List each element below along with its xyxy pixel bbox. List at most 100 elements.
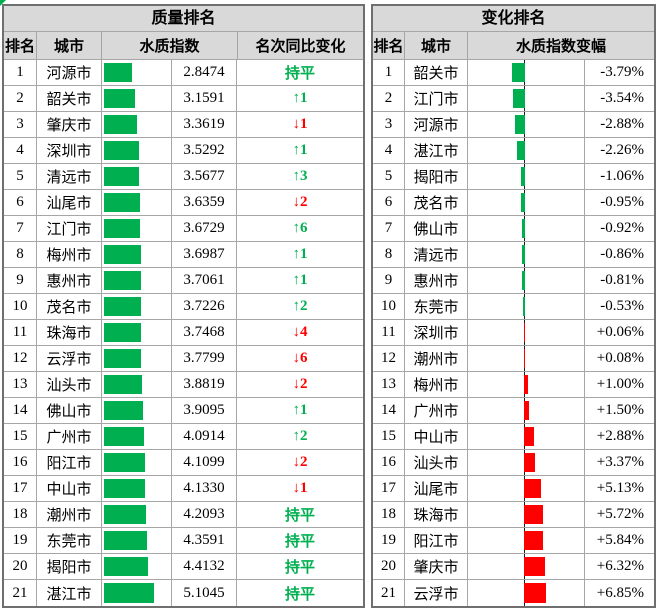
quality-table-row: 11 珠海市 3.7468 ↓4 bbox=[4, 320, 363, 346]
delta-bar-cell bbox=[468, 502, 585, 527]
delta-value-cell: +1.00% bbox=[596, 376, 644, 392]
rank-change-cell: 持平 bbox=[284, 534, 315, 550]
quality-table-row: 14 佛山市 3.9095 ↑1 bbox=[4, 398, 363, 424]
rank-change-cell: ↓6 bbox=[292, 350, 308, 366]
change-table-row: 7 佛山市 -0.92% bbox=[373, 216, 654, 242]
quality-table-row: 6 汕尾市 3.6359 ↓2 bbox=[4, 190, 363, 216]
rank-change-cell: ↑1 bbox=[292, 272, 308, 288]
index-value-cell: 3.7226 bbox=[172, 294, 237, 319]
rank-cell: 15 bbox=[373, 424, 405, 449]
index-bar-cell bbox=[102, 424, 172, 449]
city-cell: 深圳市 bbox=[37, 138, 102, 163]
index-data-bar bbox=[104, 583, 155, 603]
quality-table-row: 1 河源市 2.8474 持平 bbox=[4, 60, 363, 86]
delta-bar-cell bbox=[468, 164, 585, 189]
city-cell: 茂名市 bbox=[37, 294, 102, 319]
rank-change-cell: ↓1 bbox=[292, 116, 308, 132]
change-table-title: 变化排名 bbox=[373, 6, 654, 32]
city-cell: 清远市 bbox=[37, 164, 102, 189]
delta-value-cell: -3.79% bbox=[600, 64, 644, 80]
change-table-row: 15 中山市 +2.88% bbox=[373, 424, 654, 450]
delta-value-cell: +0.08% bbox=[596, 350, 644, 366]
change-table-header: 排名 城市 水质指数变幅 bbox=[373, 32, 654, 60]
rank-cell: 6 bbox=[373, 190, 405, 215]
delta-value-cell: -3.54% bbox=[600, 90, 644, 106]
zero-axis-line bbox=[524, 138, 526, 163]
city-cell: 广州市 bbox=[37, 424, 102, 449]
delta-value-cell: -0.95% bbox=[600, 194, 644, 210]
index-data-bar bbox=[104, 453, 145, 472]
index-bar-cell bbox=[102, 60, 172, 85]
index-value-cell: 3.1591 bbox=[172, 86, 237, 111]
index-value-cell: 3.3619 bbox=[172, 112, 237, 137]
rank-change-cell: ↑1 bbox=[292, 246, 308, 262]
delta-bar-cell bbox=[468, 268, 585, 293]
delta-bar-cell bbox=[468, 216, 585, 241]
quality-table-row: 17 中山市 4.1330 ↓1 bbox=[4, 476, 363, 502]
quality-header-index: 水质指数 bbox=[102, 32, 238, 59]
quality-ranking-table: 质量排名 排名 城市 水质指数 名次同比变化 1 河源市 2.8474 持平 2… bbox=[2, 4, 365, 608]
index-value-cell: 3.6729 bbox=[172, 216, 237, 241]
rank-change-cell: ↑1 bbox=[292, 142, 308, 158]
city-cell: 珠海市 bbox=[37, 320, 102, 345]
city-cell: 东莞市 bbox=[405, 294, 468, 319]
rank-cell: 15 bbox=[4, 424, 37, 449]
city-cell: 佛山市 bbox=[37, 398, 102, 423]
index-bar-cell bbox=[102, 190, 172, 215]
index-bar-cell bbox=[102, 294, 172, 319]
delta-bar-cell bbox=[468, 398, 585, 423]
index-value-cell: 4.4132 bbox=[172, 554, 237, 579]
quality-table-row: 7 江门市 3.6729 ↑6 bbox=[4, 216, 363, 242]
quality-header-rank-change: 名次同比变化 bbox=[255, 39, 346, 55]
zero-axis-line bbox=[524, 164, 526, 189]
quality-table-row: 13 汕头市 3.8819 ↓2 bbox=[4, 372, 363, 398]
index-data-bar bbox=[104, 115, 138, 134]
index-data-bar bbox=[104, 323, 141, 342]
rank-cell: 20 bbox=[4, 554, 37, 579]
city-cell: 云浮市 bbox=[37, 346, 102, 371]
index-value-cell: 3.7799 bbox=[172, 346, 237, 371]
city-cell: 揭阳市 bbox=[405, 164, 468, 189]
rank-change-cell: ↓2 bbox=[292, 194, 308, 210]
change-table-row: 17 汕尾市 +5.13% bbox=[373, 476, 654, 502]
delta-bar-cell bbox=[468, 346, 585, 371]
delta-data-bar bbox=[524, 557, 545, 576]
index-value-cell: 4.1330 bbox=[172, 476, 237, 501]
quality-table-row: 15 广州市 4.0914 ↑2 bbox=[4, 424, 363, 450]
rank-cell: 9 bbox=[373, 268, 405, 293]
index-bar-cell bbox=[102, 580, 172, 606]
delta-data-bar bbox=[522, 297, 525, 316]
index-bar-cell bbox=[102, 268, 172, 293]
index-data-bar bbox=[104, 401, 143, 420]
change-table-row: 3 河源市 -2.88% bbox=[373, 112, 654, 138]
delta-value-cell: -1.06% bbox=[600, 168, 644, 184]
rank-change-cell: ↑2 bbox=[292, 298, 308, 314]
delta-value-cell: -2.26% bbox=[600, 142, 644, 158]
index-value-cell: 3.5292 bbox=[172, 138, 237, 163]
index-value-cell: 4.0914 bbox=[172, 424, 237, 449]
delta-data-bar bbox=[513, 89, 525, 108]
rank-change-cell: ↑6 bbox=[292, 220, 308, 236]
quality-table-header: 排名 城市 水质指数 名次同比变化 bbox=[4, 32, 363, 60]
city-cell: 肇庆市 bbox=[37, 112, 102, 137]
rank-cell: 18 bbox=[4, 502, 37, 527]
change-header-delta: 水质指数变幅 bbox=[515, 39, 606, 55]
rank-cell: 17 bbox=[373, 476, 405, 501]
delta-value-cell: +0.06% bbox=[596, 324, 644, 340]
delta-bar-cell bbox=[468, 242, 585, 267]
rank-cell: 14 bbox=[4, 398, 37, 423]
ranking-sheet: 质量排名 排名 城市 水质指数 名次同比变化 1 河源市 2.8474 持平 2… bbox=[2, 4, 656, 608]
delta-data-bar bbox=[521, 271, 525, 290]
city-cell: 阳江市 bbox=[37, 450, 102, 475]
delta-data-bar bbox=[524, 427, 534, 446]
city-cell: 广州市 bbox=[405, 398, 468, 423]
change-table-row: 6 茂名市 -0.95% bbox=[373, 190, 654, 216]
index-data-bar bbox=[104, 167, 140, 186]
rank-cell: 11 bbox=[373, 320, 405, 345]
quality-table-title: 质量排名 bbox=[4, 6, 363, 32]
rank-cell: 14 bbox=[373, 398, 405, 423]
change-header-rank: 排名 bbox=[373, 32, 405, 59]
zero-axis-line bbox=[524, 268, 526, 293]
rank-cell: 21 bbox=[373, 580, 405, 606]
index-bar-cell bbox=[102, 346, 172, 371]
